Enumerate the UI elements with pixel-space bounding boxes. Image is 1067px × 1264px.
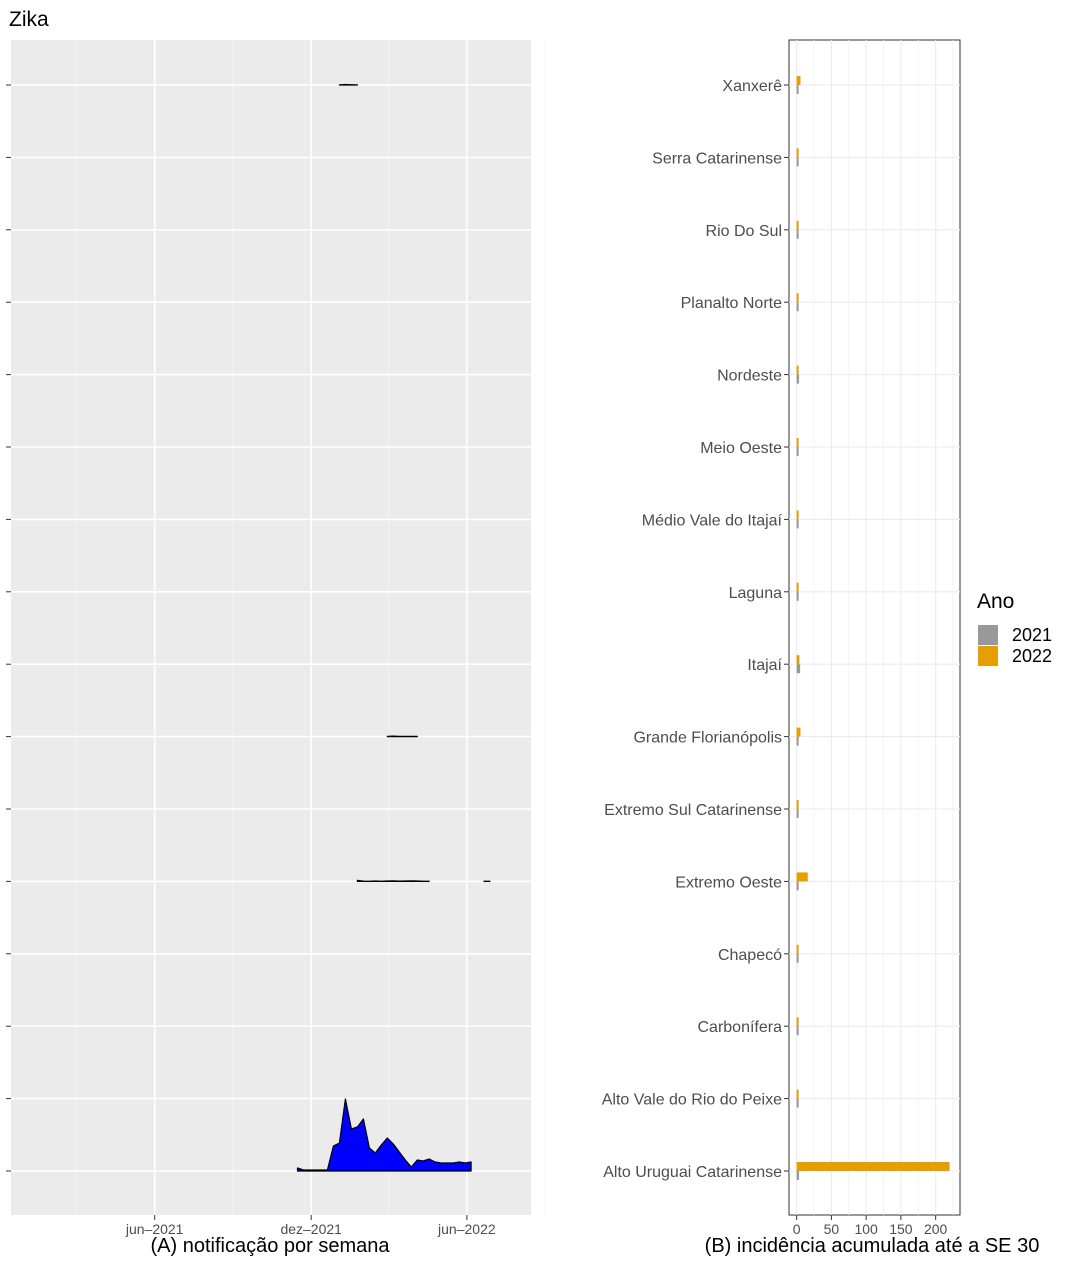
bar-2022-laguna xyxy=(796,582,799,592)
panel-a-gridlines xyxy=(11,40,546,1215)
x-tick-label: 0 xyxy=(793,1221,801,1237)
panel-a-areas xyxy=(296,83,491,1172)
panel-b-caption: (B) incidência acumulada até a SE 30 xyxy=(705,1235,1040,1257)
bar-2021-m-dio-vale-do-itaja- xyxy=(796,519,799,529)
panel-a-y-ticks xyxy=(6,84,11,1172)
category-label: Laguna xyxy=(729,585,782,602)
bar-2022-alto-uruguai-catarinense xyxy=(796,1162,950,1171)
bar-2021-chapec- xyxy=(796,953,799,963)
bar-2021-meio-oeste xyxy=(796,447,799,456)
category-label: Médio Vale do Itajaí xyxy=(642,512,783,529)
bar-2021-itaja- xyxy=(796,664,801,674)
bar-2022-carbon-fera xyxy=(796,1017,799,1027)
bar-2022-chapec- xyxy=(796,944,799,954)
category-label: Serra Catarinense xyxy=(652,150,782,167)
category-label: Itajaí xyxy=(747,657,782,674)
x-tick-label: jun–2021 xyxy=(125,1221,184,1237)
bar-2022-m-dio-vale-do-itaja- xyxy=(796,510,799,520)
bar-2022-nordeste xyxy=(796,365,799,375)
bar-2021-laguna xyxy=(796,591,799,601)
area-extremo-oeste-seg0 xyxy=(356,879,430,882)
bar-2022-extremo-sul-catarinense xyxy=(796,800,799,809)
category-label: Carbonífera xyxy=(698,1019,783,1036)
x-tick-label: dez–2021 xyxy=(280,1221,342,1237)
x-tick-label: 150 xyxy=(889,1221,913,1237)
legend-title: Ano xyxy=(977,590,1014,613)
category-label: Extremo Sul Catarinense xyxy=(604,802,782,819)
panel-b-background xyxy=(788,39,961,1216)
bar-2022-itaja- xyxy=(796,655,800,665)
bar-2022-planalto-norte xyxy=(796,293,799,303)
category-label: Grande Florianópolis xyxy=(633,730,782,747)
bar-2021-xanxer- xyxy=(796,85,799,94)
bar-2021-alto-vale-do-rio-do-peixe xyxy=(796,1098,799,1108)
bar-2021-serra-catarinense xyxy=(796,157,799,167)
category-label: Nordeste xyxy=(717,368,782,385)
bar-2021-rio-do-sul xyxy=(796,229,799,239)
legend-swatch-2021 xyxy=(978,625,998,645)
bar-2021-extremo-sul-catarinense xyxy=(796,809,799,818)
area-alto-uruguai-catarinense xyxy=(296,1098,472,1172)
category-label: Rio Do Sul xyxy=(706,223,782,240)
bar-2022-grande-florian-polis xyxy=(796,727,801,737)
bar-2021-planalto-norte xyxy=(796,302,799,312)
panel-a-caption: (A) notificação por semana xyxy=(150,1235,390,1257)
bar-2021-grande-florian-polis xyxy=(796,736,799,746)
category-label: Xanxerê xyxy=(722,78,782,95)
bar-2021-carbon-fera xyxy=(796,1026,799,1036)
bar-2022-serra-catarinense xyxy=(796,148,799,158)
x-tick-label: 200 xyxy=(924,1221,948,1237)
panel-a-background xyxy=(11,40,531,1215)
x-tick-label: 100 xyxy=(854,1221,878,1237)
category-label: Alto Uruguai Catarinense xyxy=(603,1164,782,1181)
bar-2022-rio-do-sul xyxy=(796,220,799,230)
panel-a-x-axis: jun–2021 dez–2021 jun–2022 xyxy=(125,1215,496,1237)
panel-b-bars xyxy=(796,76,950,1180)
panel-b-x-axis: 0 50 100 150 200 xyxy=(793,1215,948,1237)
category-label: Meio Oeste xyxy=(700,440,782,457)
legend-label-2021: 2021 xyxy=(1012,625,1052,645)
bar-2021-extremo-oeste xyxy=(796,881,799,891)
bar-2021-alto-uruguai-catarinense xyxy=(796,1171,800,1180)
category-label: Alto Vale do Rio do Peixe xyxy=(602,1092,782,1109)
category-label: Planalto Norte xyxy=(681,295,782,312)
x-tick-label: 50 xyxy=(824,1221,840,1237)
bar-2022-xanxer- xyxy=(796,76,801,85)
x-tick-label: jun–2022 xyxy=(437,1221,496,1237)
bar-2022-alto-vale-do-rio-do-peixe xyxy=(796,1089,799,1099)
area-xanxer- xyxy=(338,83,358,86)
bar-2022-meio-oeste xyxy=(796,438,799,447)
category-label: Extremo Oeste xyxy=(675,874,782,891)
category-label: Chapecó xyxy=(718,947,782,964)
figure-title: Zika xyxy=(9,8,49,31)
bar-2021-nordeste xyxy=(796,374,800,384)
panel-b-y-axis: Alto Uruguai Catarinense Alto Vale do Rio… xyxy=(602,78,789,1181)
bar-2022-extremo-oeste xyxy=(796,872,808,882)
legend-swatch-2022 xyxy=(978,646,998,666)
legend-label-2022: 2022 xyxy=(1012,646,1052,666)
area-grande-florian-polis xyxy=(386,735,418,738)
